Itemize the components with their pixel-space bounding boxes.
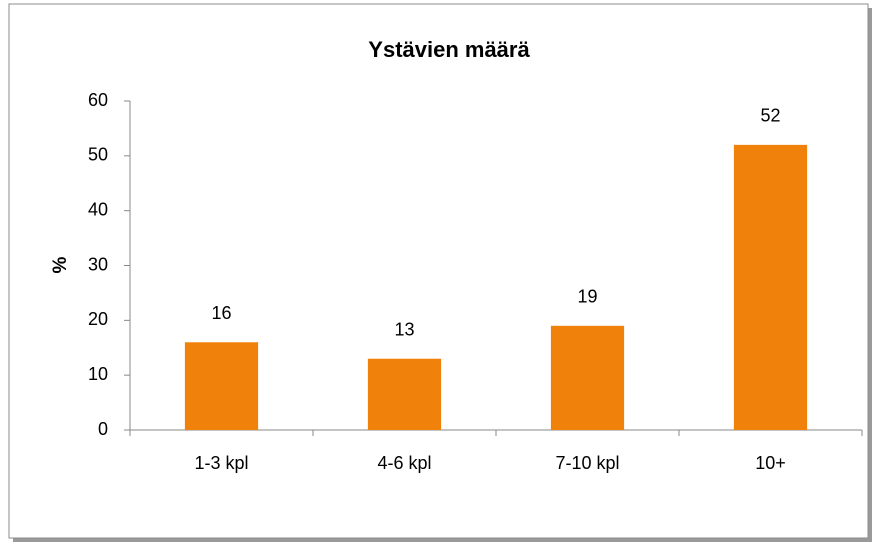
- data-label: 52: [760, 106, 780, 126]
- data-label: 13: [394, 319, 414, 339]
- y-axis-label: %: [50, 256, 71, 273]
- y-tick-label: 60: [88, 90, 108, 110]
- y-tick-label: 0: [98, 419, 108, 439]
- data-label: 19: [577, 287, 597, 307]
- chart-frame: [8, 3, 869, 539]
- y-tick-label: 50: [88, 145, 108, 165]
- bar: [733, 144, 808, 430]
- bar: [550, 325, 625, 430]
- x-tick-label: 7-10 kpl: [555, 453, 619, 473]
- y-tick-label: 10: [88, 364, 108, 384]
- x-tick-label: 4-6 kpl: [377, 453, 431, 473]
- y-tick-label: 30: [88, 254, 108, 274]
- x-tick-label: 1-3 kpl: [194, 453, 248, 473]
- data-label: 16: [211, 303, 231, 323]
- y-tick-label: 40: [88, 199, 108, 219]
- chart-title: Ystävien määrä: [368, 37, 530, 62]
- x-tick-label: 10+: [755, 453, 786, 473]
- y-tick-label: 20: [88, 309, 108, 329]
- bar: [367, 358, 442, 430]
- bar: [184, 342, 259, 430]
